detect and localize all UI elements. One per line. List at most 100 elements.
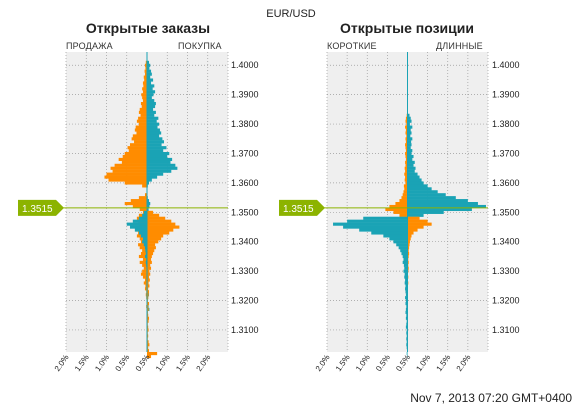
bar — [406, 134, 408, 138]
bar — [142, 184, 147, 188]
bar — [407, 222, 432, 226]
bar — [405, 287, 408, 291]
bar — [147, 202, 151, 206]
bar — [114, 163, 147, 167]
bar — [147, 240, 159, 244]
bar — [147, 166, 178, 170]
bar — [407, 207, 472, 212]
bar — [142, 87, 147, 91]
price-tick-label: 1.3500 — [231, 207, 259, 217]
bar — [147, 296, 149, 300]
bar — [147, 257, 152, 262]
bar — [406, 331, 408, 335]
bar — [147, 84, 155, 88]
x-tick-label: 0.5% — [374, 353, 392, 373]
bar — [407, 128, 411, 132]
bar — [147, 154, 168, 159]
bar — [144, 287, 147, 291]
positions-right-label: ДЛИННЫЕ — [436, 41, 483, 51]
bar — [406, 304, 408, 309]
current-price-label: 1.3515 — [22, 204, 53, 215]
bar — [405, 157, 408, 162]
bar — [139, 260, 147, 264]
price-tick-label: 1.3300 — [231, 266, 259, 276]
bar — [147, 87, 153, 91]
bar — [405, 293, 408, 297]
bar — [407, 119, 412, 123]
bar — [407, 157, 413, 162]
bar — [407, 166, 416, 170]
bar — [403, 263, 408, 267]
bar — [147, 128, 160, 132]
bar — [147, 225, 180, 229]
bar — [147, 325, 149, 329]
bar — [407, 231, 414, 235]
bar — [405, 154, 408, 159]
bar — [407, 202, 478, 206]
x-tick-label: 0.5% — [114, 353, 132, 373]
bar — [406, 122, 408, 126]
bar — [138, 116, 147, 120]
bar — [407, 240, 410, 244]
x-tick-label: 1.5% — [334, 353, 352, 373]
bar — [145, 60, 147, 64]
bar — [145, 293, 147, 297]
bar — [147, 107, 154, 112]
price-tick-label: 1.3200 — [492, 296, 520, 306]
bar — [399, 213, 408, 217]
bar — [147, 134, 160, 138]
bar — [145, 252, 147, 256]
bar — [147, 237, 162, 241]
current-price-marker — [18, 199, 64, 216]
bar — [144, 69, 147, 73]
bar — [405, 131, 408, 135]
bar — [147, 293, 149, 297]
bar — [147, 169, 172, 173]
bar — [405, 137, 408, 141]
bar — [147, 116, 159, 120]
bar — [142, 269, 147, 273]
bar — [407, 175, 420, 179]
bar — [147, 313, 149, 317]
bar — [407, 199, 468, 203]
bar — [106, 172, 147, 176]
bar — [404, 172, 408, 176]
price-tick-label: 1.4000 — [231, 60, 259, 70]
bar — [406, 337, 408, 341]
bar — [147, 104, 156, 109]
bar — [407, 249, 409, 253]
bar — [147, 246, 156, 250]
bar — [145, 66, 147, 70]
bar — [142, 96, 147, 100]
bar — [404, 187, 408, 191]
bar — [147, 149, 164, 153]
bar — [371, 231, 408, 235]
bar — [147, 254, 152, 259]
bar — [147, 304, 149, 309]
bar — [407, 181, 424, 185]
bar — [108, 178, 148, 182]
bar — [405, 119, 408, 123]
bar — [142, 240, 147, 244]
bar — [407, 146, 411, 150]
bar — [147, 110, 156, 114]
bar — [407, 252, 410, 256]
bar — [407, 210, 444, 214]
bar — [405, 146, 408, 150]
bar — [405, 325, 408, 329]
bar — [407, 216, 420, 220]
x-tick-label: 1.0% — [414, 353, 432, 373]
bar — [144, 72, 147, 76]
bar — [147, 319, 149, 323]
bar — [147, 178, 152, 182]
bar — [134, 128, 147, 132]
bar — [402, 260, 408, 264]
price-tick-label: 1.3400 — [492, 237, 520, 247]
bar — [110, 166, 147, 170]
bar — [405, 140, 408, 144]
bar — [140, 113, 147, 117]
bar — [138, 254, 147, 259]
bar — [129, 225, 147, 229]
bar — [407, 193, 446, 197]
bar — [147, 157, 173, 162]
